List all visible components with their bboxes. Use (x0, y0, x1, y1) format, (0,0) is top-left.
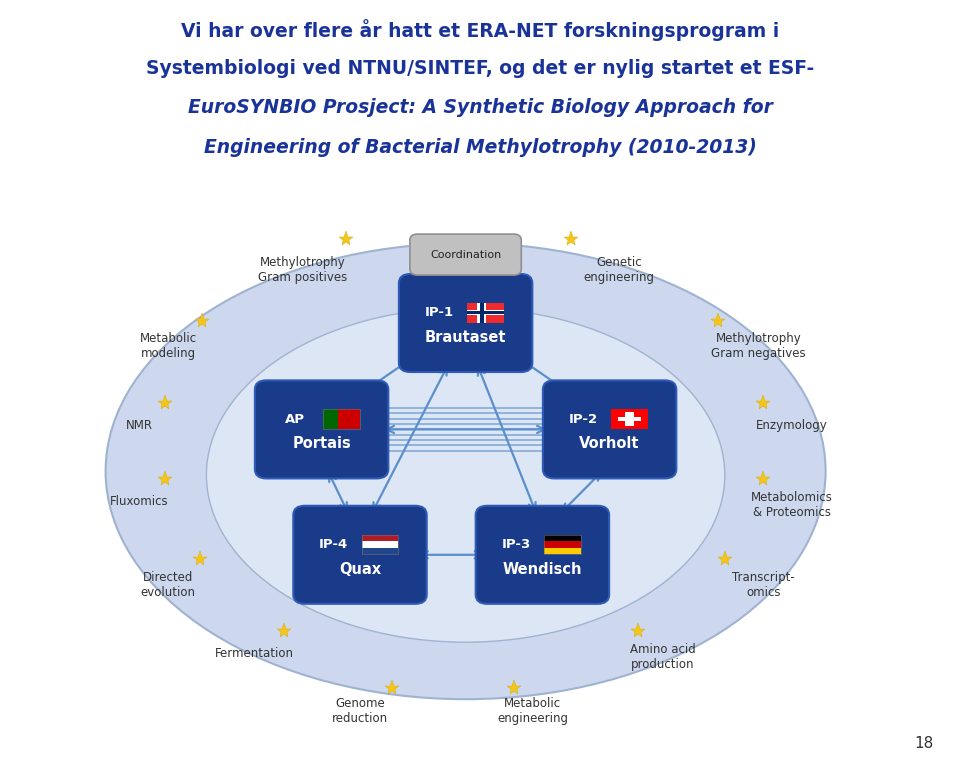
FancyBboxPatch shape (399, 274, 532, 372)
Text: Genetic
engineering: Genetic engineering (584, 256, 655, 283)
Text: IP-2: IP-2 (568, 413, 598, 426)
Text: Vorholt: Vorholt (579, 436, 640, 451)
Text: Metabolomics
& Proteomics: Metabolomics & Proteomics (751, 492, 833, 519)
FancyBboxPatch shape (475, 506, 609, 603)
Text: Genome
reduction: Genome reduction (332, 697, 388, 724)
FancyBboxPatch shape (255, 380, 388, 479)
Bar (618, 416, 641, 421)
Text: Methylotrophy
Gram negatives: Methylotrophy Gram negatives (711, 332, 805, 359)
FancyBboxPatch shape (294, 506, 426, 603)
Text: EuroSYNBIO Prosject: A Synthetic Biology Approach for: EuroSYNBIO Prosject: A Synthetic Biology… (187, 98, 773, 117)
Bar (612, 409, 648, 429)
Bar (544, 548, 581, 554)
Text: Wendisch: Wendisch (503, 562, 582, 577)
Bar (468, 310, 504, 315)
Bar (477, 302, 486, 322)
Ellipse shape (106, 243, 826, 699)
Text: Directed
evolution: Directed evolution (140, 572, 196, 599)
Bar (362, 534, 398, 541)
Text: Portais: Portais (292, 436, 351, 451)
Text: Coordination: Coordination (430, 249, 501, 260)
Ellipse shape (206, 308, 725, 642)
Text: Brautaset: Brautaset (425, 330, 506, 345)
Text: Engineering of Bacterial Methylotrophy (2010-2013): Engineering of Bacterial Methylotrophy (… (204, 138, 756, 157)
FancyBboxPatch shape (410, 234, 521, 275)
Text: IP-1: IP-1 (424, 306, 454, 319)
Text: Vi har over flere år hatt et ERA-NET forskningsprogram i: Vi har over flere år hatt et ERA-NET for… (180, 19, 780, 41)
Text: IP-4: IP-4 (319, 538, 348, 551)
Bar (338, 409, 360, 429)
Bar (468, 302, 504, 322)
Text: Methylotrophy
Gram positives: Methylotrophy Gram positives (258, 256, 347, 283)
Text: Metabolic
engineering: Metabolic engineering (497, 697, 568, 724)
Text: 18: 18 (914, 736, 933, 751)
Text: Fermentation: Fermentation (215, 647, 294, 660)
Bar (480, 302, 484, 322)
Text: AP: AP (285, 413, 305, 426)
Text: Metabolic
modeling: Metabolic modeling (139, 332, 197, 359)
Bar (468, 312, 504, 314)
Text: Systembiologi ved NTNU/SINTEF, og det er nylig startet et ESF-: Systembiologi ved NTNU/SINTEF, og det er… (146, 59, 814, 78)
Text: Enzymology: Enzymology (756, 419, 828, 432)
Bar (324, 409, 338, 429)
Text: Fluxomics: Fluxomics (109, 495, 169, 508)
Text: Quax: Quax (339, 562, 381, 577)
Bar (362, 548, 398, 554)
Text: IP-3: IP-3 (501, 538, 531, 551)
Text: NMR: NMR (126, 419, 153, 432)
Text: Transcript-
omics: Transcript- omics (732, 572, 795, 599)
Bar (625, 412, 634, 426)
Text: Amino acid
production: Amino acid production (630, 644, 695, 671)
Bar (544, 534, 581, 541)
FancyBboxPatch shape (543, 380, 676, 479)
Bar (544, 541, 581, 548)
Bar (362, 541, 398, 548)
